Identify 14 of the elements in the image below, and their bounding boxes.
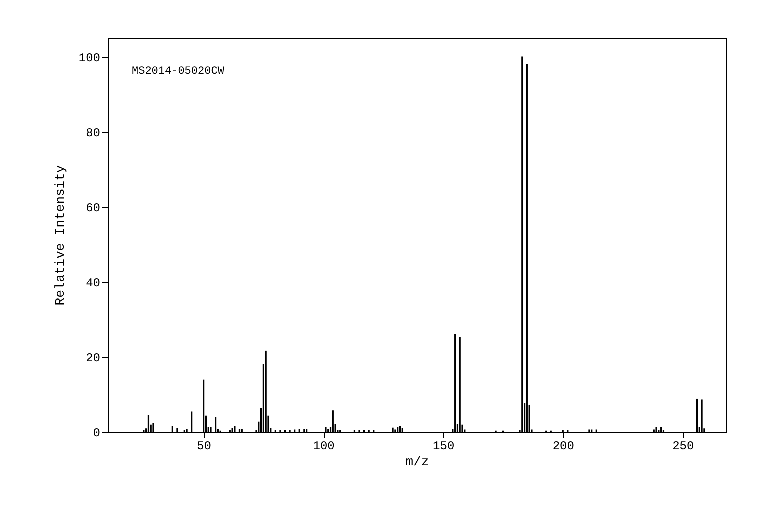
x-axis-title: m/z xyxy=(406,454,430,470)
annotation: MS2014-05020CW xyxy=(132,66,225,78)
x-tick-label: 200 xyxy=(552,440,574,454)
y-axis-title: Relative Intensity xyxy=(52,165,68,306)
y-tick-label: 80 xyxy=(86,126,100,140)
x-tick-label: 100 xyxy=(313,440,335,454)
y-tick-label: 20 xyxy=(86,351,100,366)
x-tick-label: 150 xyxy=(433,440,455,454)
x-tick-label: 50 xyxy=(197,440,212,454)
y-tick-label: 100 xyxy=(78,51,100,66)
x-tick-label: 250 xyxy=(672,440,694,454)
y-tick-label: 40 xyxy=(86,276,100,290)
y-tick-label: 0 xyxy=(93,426,100,440)
y-tick-label: 60 xyxy=(86,201,100,216)
